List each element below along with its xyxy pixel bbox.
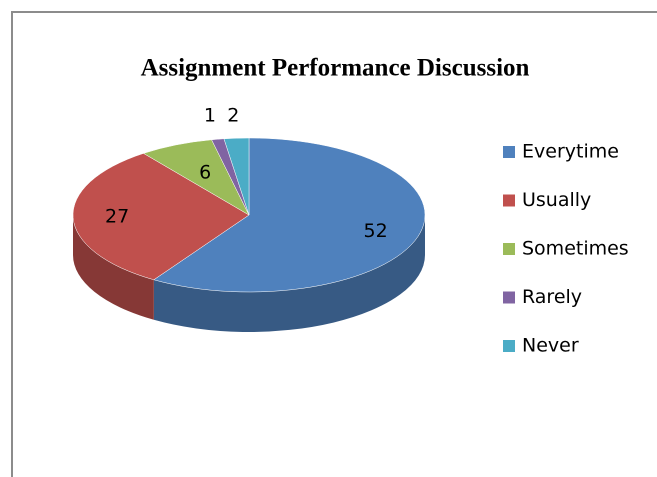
pie-slice <box>153 137 426 293</box>
data-label: 6 <box>199 161 211 183</box>
legend-label: Rarely <box>522 286 582 308</box>
legend-swatch <box>503 340 515 352</box>
legend-label: Usually <box>522 189 591 211</box>
data-label: 27 <box>105 206 129 228</box>
data-label: 1 <box>204 105 216 127</box>
chart-title: Assignment Performance Discussion <box>141 55 530 82</box>
data-label: 52 <box>364 220 388 242</box>
pie-slice-side <box>153 215 425 332</box>
legend-label: Never <box>522 335 579 357</box>
legend-label: Everytime <box>522 141 619 163</box>
legend-swatch <box>503 291 515 304</box>
legend-label: Sometimes <box>522 238 629 260</box>
data-label: 2 <box>227 105 239 127</box>
pie-slice <box>223 137 250 216</box>
legend-swatch <box>503 243 515 255</box>
legend-swatch <box>503 194 515 207</box>
chart-frame <box>11 11 657 477</box>
legend-swatch <box>503 146 515 158</box>
pie-slice-side <box>73 215 154 320</box>
pie-slice <box>72 153 250 281</box>
